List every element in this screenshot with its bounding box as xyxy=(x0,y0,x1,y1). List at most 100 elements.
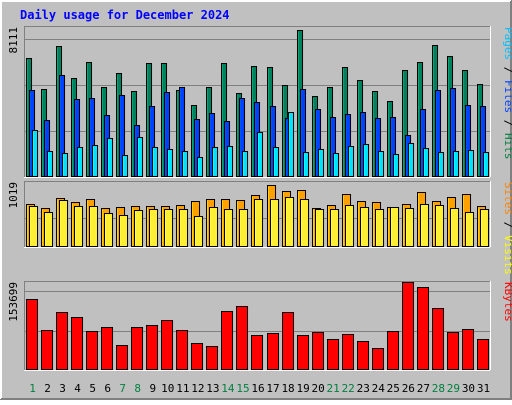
bar-sites xyxy=(450,208,460,247)
bar-sites xyxy=(209,207,219,247)
bar-kbytes xyxy=(41,330,54,370)
bar-kbytes xyxy=(267,333,280,370)
bar-pages xyxy=(408,143,415,177)
bar-sites xyxy=(435,205,445,247)
legend-entry: / xyxy=(502,113,512,133)
day-label: 30 xyxy=(462,382,475,395)
day-label: 28 xyxy=(432,382,445,395)
bar-pages xyxy=(212,147,219,177)
bar-kbytes xyxy=(312,332,325,370)
bar-sites xyxy=(134,210,144,247)
bar-kbytes xyxy=(462,329,475,370)
panel-max-label: 8111 xyxy=(7,27,20,54)
bar-pages xyxy=(348,146,355,177)
bar-pages xyxy=(92,145,99,177)
bar-pages xyxy=(453,151,460,177)
day-label: 21 xyxy=(327,382,340,395)
bar-kbytes xyxy=(176,330,189,370)
bar-kbytes xyxy=(417,287,430,370)
bar-kbytes xyxy=(477,339,490,370)
day-label: 5 xyxy=(89,382,96,395)
day-label: 24 xyxy=(372,382,386,395)
day-label: 9 xyxy=(149,382,156,395)
bar-pages xyxy=(47,151,54,177)
bar-kbytes xyxy=(251,335,264,370)
day-label: 16 xyxy=(251,382,264,395)
day-label: 8 xyxy=(134,382,141,395)
day-label: 23 xyxy=(357,382,370,395)
bar-sites xyxy=(285,197,295,247)
bar-pages xyxy=(122,155,129,177)
bar-sites xyxy=(254,199,264,247)
bar-kbytes xyxy=(447,332,460,370)
bar-sites xyxy=(405,208,415,247)
bar-sites xyxy=(360,207,370,247)
chart-title: Daily usage for December 2024 xyxy=(20,8,230,22)
bar-kbytes xyxy=(116,345,129,370)
bar-pages xyxy=(107,138,114,177)
series-kbytes xyxy=(26,282,490,370)
panel-max-label: 1019 xyxy=(7,182,20,209)
bar-kbytes xyxy=(387,331,400,370)
bar-pages xyxy=(77,147,84,177)
bar-sites xyxy=(104,213,114,247)
bar-kbytes xyxy=(206,346,219,370)
bar-sites xyxy=(149,209,159,247)
day-label: 7 xyxy=(119,382,126,395)
day-label: 3 xyxy=(59,382,66,395)
day-label: 22 xyxy=(342,382,355,395)
bar-pages xyxy=(257,132,264,177)
bar-kbytes xyxy=(372,348,385,370)
bar-kbytes xyxy=(191,343,204,370)
bar-pages xyxy=(137,137,144,177)
bar-kbytes xyxy=(402,282,415,370)
bar-pages xyxy=(197,157,204,177)
bar-kbytes xyxy=(282,312,295,370)
bar-pages xyxy=(483,152,490,177)
chart-panels: 8111 Pages / Files / Hits 1019 Sites / Visi… xyxy=(7,26,512,371)
panel-hits-files-pages: 8111 Pages / Files / Hits xyxy=(7,26,512,178)
bar-kbytes xyxy=(221,311,234,370)
bar-sites xyxy=(119,215,129,247)
legend-entry: KBytes xyxy=(502,282,512,322)
day-label: 6 xyxy=(104,382,111,395)
bar-kbytes xyxy=(297,335,310,370)
bar-kbytes xyxy=(86,331,99,370)
bar-sites xyxy=(89,206,99,247)
day-label: 2 xyxy=(44,382,51,395)
bar-sites xyxy=(375,209,385,247)
bar-pages xyxy=(333,153,340,177)
day-label: 12 xyxy=(191,382,204,395)
legend-entry: Sites xyxy=(502,182,512,215)
day-label: 13 xyxy=(206,382,219,395)
day-label: 11 xyxy=(176,382,189,395)
bar-pages xyxy=(32,130,39,177)
day-label: 18 xyxy=(281,382,294,395)
bar-sites xyxy=(330,209,340,247)
bar-sites xyxy=(29,206,39,247)
day-label: 15 xyxy=(236,382,249,395)
day-label: 26 xyxy=(402,382,415,395)
bar-kbytes xyxy=(71,317,84,370)
day-label: 29 xyxy=(447,382,460,395)
bar-sites xyxy=(239,209,249,247)
bar-pages xyxy=(438,152,445,177)
panel-kbytes: 153699 KBytes xyxy=(7,281,512,371)
bar-sites xyxy=(44,212,54,247)
bar-sites xyxy=(164,209,174,247)
legend-entry: / xyxy=(502,215,512,235)
bar-pages xyxy=(167,149,174,177)
bar-kbytes xyxy=(357,341,370,370)
day-label: 31 xyxy=(477,382,490,395)
panel-legend: Pages / Files / Hits xyxy=(502,27,512,160)
bar-sites xyxy=(74,206,84,247)
bar-pages xyxy=(423,148,430,177)
bar-pages xyxy=(288,112,295,177)
legend-entry: Hits xyxy=(502,133,512,160)
panel-visits-sites: 1019 Sites / Visits xyxy=(7,181,512,275)
bar-pages xyxy=(182,151,189,177)
bar-sites xyxy=(315,209,325,247)
bar-kbytes xyxy=(161,320,174,370)
